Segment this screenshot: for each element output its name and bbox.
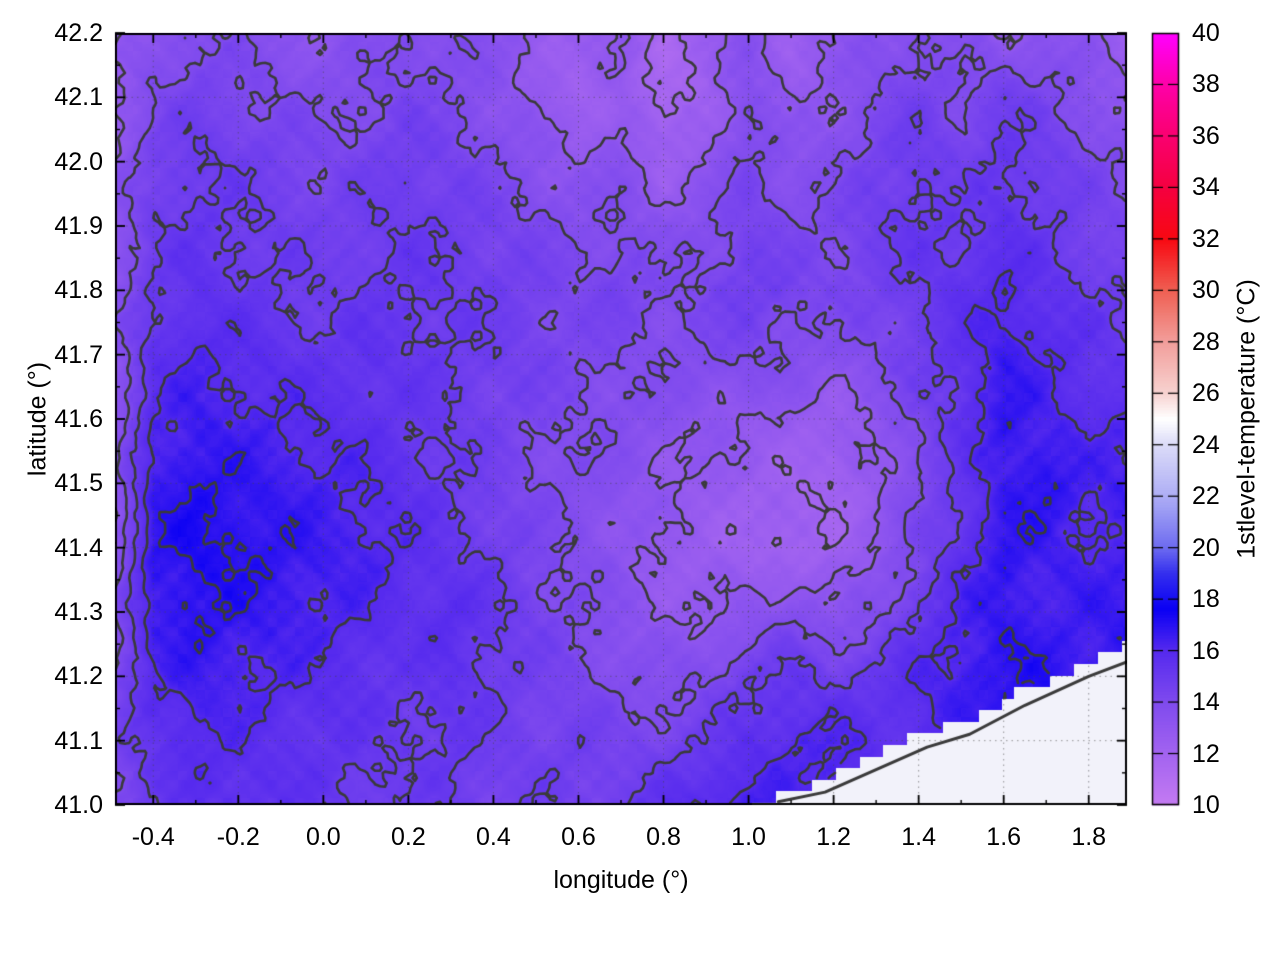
x-tick-label: 1.2 (816, 823, 851, 851)
y-tick-label: 41.7 (54, 340, 103, 369)
x-axis-label: longitude (°) (553, 866, 689, 894)
x-tick-label: 0.4 (476, 823, 511, 851)
y-axis-label: latitude (°) (23, 361, 52, 477)
colorbar-tick-label: 40 (1192, 19, 1220, 47)
x-tick-label: 1.4 (901, 823, 937, 851)
y-tick-label: 41.8 (54, 276, 103, 305)
x-tick-label: 1.6 (986, 823, 1022, 851)
colorbar-tick-label: 30 (1192, 276, 1220, 305)
colorbar-tick-label: 20 (1192, 533, 1220, 562)
x-tick-label: -0.2 (216, 823, 260, 851)
x-tick-label: 1.8 (1071, 823, 1107, 851)
y-tick-label: 41.3 (54, 598, 103, 626)
colorbar-tick-label: 36 (1192, 121, 1220, 150)
x-tick-label: 1.0 (731, 823, 766, 851)
colorbar-tick-label: 24 (1192, 430, 1220, 459)
y-tick-label: 42.1 (54, 83, 103, 112)
y-tick-label: 41.0 (54, 791, 103, 819)
colorbar-tick-label: 16 (1192, 636, 1220, 665)
colorbar-tick-label: 34 (1192, 173, 1220, 202)
y-tick-label: 41.6 (54, 405, 103, 433)
x-tick-label: 0.2 (391, 823, 426, 851)
colorbar-tick-label: 22 (1192, 482, 1220, 511)
colorbar-tick-label: 10 (1192, 791, 1220, 819)
x-tick-label: 0.8 (646, 823, 681, 851)
colorbar-tick-label: 32 (1192, 224, 1220, 253)
y-tick-label: 42.0 (54, 147, 103, 176)
colorbar-tick-label: 38 (1192, 70, 1220, 99)
y-tick-label: 41.5 (54, 469, 103, 498)
colorbar-tick-label: 12 (1192, 739, 1220, 768)
colorbar-label: 1stlevel-temperature (°C) (1232, 279, 1261, 559)
colorbar-tick-label: 26 (1192, 379, 1220, 408)
y-tick-label: 41.2 (54, 662, 103, 691)
x-tick-label: 0.6 (561, 823, 596, 851)
y-tick-label: 41.4 (54, 533, 103, 562)
colorbar-tick-label: 18 (1192, 585, 1220, 614)
x-tick-label: 0.0 (305, 823, 341, 851)
y-tick-label: 42.2 (54, 19, 103, 47)
y-tick-label: 41.1 (54, 726, 103, 755)
colorbar-tick-label: 28 (1192, 327, 1220, 356)
colorbar-tick-label: 14 (1192, 688, 1220, 717)
y-tick-label: 41.9 (54, 212, 103, 240)
x-tick-label: -0.4 (131, 823, 175, 851)
